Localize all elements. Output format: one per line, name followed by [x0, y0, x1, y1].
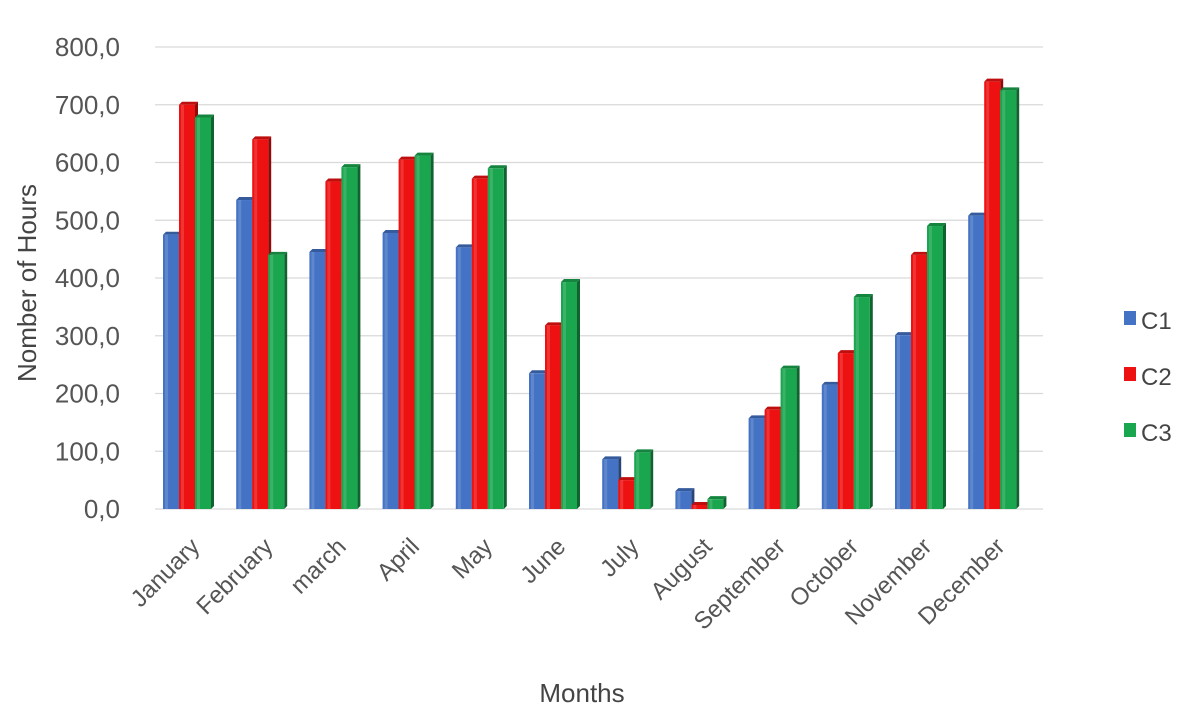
- bar-c3-december: [1000, 87, 1020, 509]
- legend-swatch: [1124, 311, 1136, 325]
- bar-c3-october: [853, 294, 873, 509]
- y-tick-label: 400,0: [55, 263, 120, 293]
- y-tick-label: 700,0: [55, 90, 120, 120]
- x-tick-label: May: [447, 533, 498, 584]
- bar-c3-july: [634, 449, 654, 509]
- x-tick-label: march: [285, 533, 351, 599]
- y-tick-label: 600,0: [55, 148, 120, 178]
- bar-c3-september: [780, 365, 800, 509]
- gridlines: [155, 46, 1043, 510]
- x-tick-label: June: [515, 533, 571, 589]
- bar-c3-april: [414, 152, 434, 509]
- bar-c1-august: [675, 488, 695, 509]
- legend-label: C2: [1141, 364, 1172, 391]
- bar-c3-november: [927, 223, 946, 509]
- x-tick-label: July: [595, 533, 644, 582]
- bar-c3-january: [195, 114, 214, 509]
- legend: C1 C2 C3: [1124, 308, 1172, 447]
- legend-item-c1: C1: [1124, 308, 1172, 335]
- bar-c3-june: [561, 279, 580, 509]
- legend-item-c3: C3: [1124, 420, 1172, 447]
- y-axis-ticks: 0,0 100,0 200,0 300,0 400,0 500,0 600,0 700,0 80…: [55, 32, 120, 524]
- y-tick-label: 100,0: [55, 436, 120, 466]
- bar-c3-february: [268, 251, 288, 509]
- y-tick-label: 800,0: [55, 32, 120, 62]
- legend-item-c2: C2: [1124, 364, 1172, 391]
- bar-c3-may: [487, 165, 507, 509]
- legend-label: C1: [1141, 308, 1172, 335]
- y-tick-label: 500,0: [55, 205, 120, 235]
- x-axis-title: Months: [539, 678, 624, 708]
- x-tick-label: April: [372, 533, 425, 586]
- x-tick-label: August: [646, 533, 718, 605]
- bars: [163, 78, 1020, 510]
- bar-c3-august: [707, 496, 727, 509]
- y-tick-label: 200,0: [55, 379, 120, 409]
- y-axis-title: Nomber of Hours: [12, 184, 42, 382]
- y-tick-label: 300,0: [55, 321, 120, 351]
- x-tick-label: February: [191, 533, 278, 620]
- legend-label: C3: [1141, 420, 1172, 447]
- legend-swatch: [1124, 423, 1136, 437]
- y-tick-label: 0,0: [84, 494, 120, 524]
- legend-swatch: [1124, 367, 1136, 381]
- bar-c3-march: [341, 164, 361, 509]
